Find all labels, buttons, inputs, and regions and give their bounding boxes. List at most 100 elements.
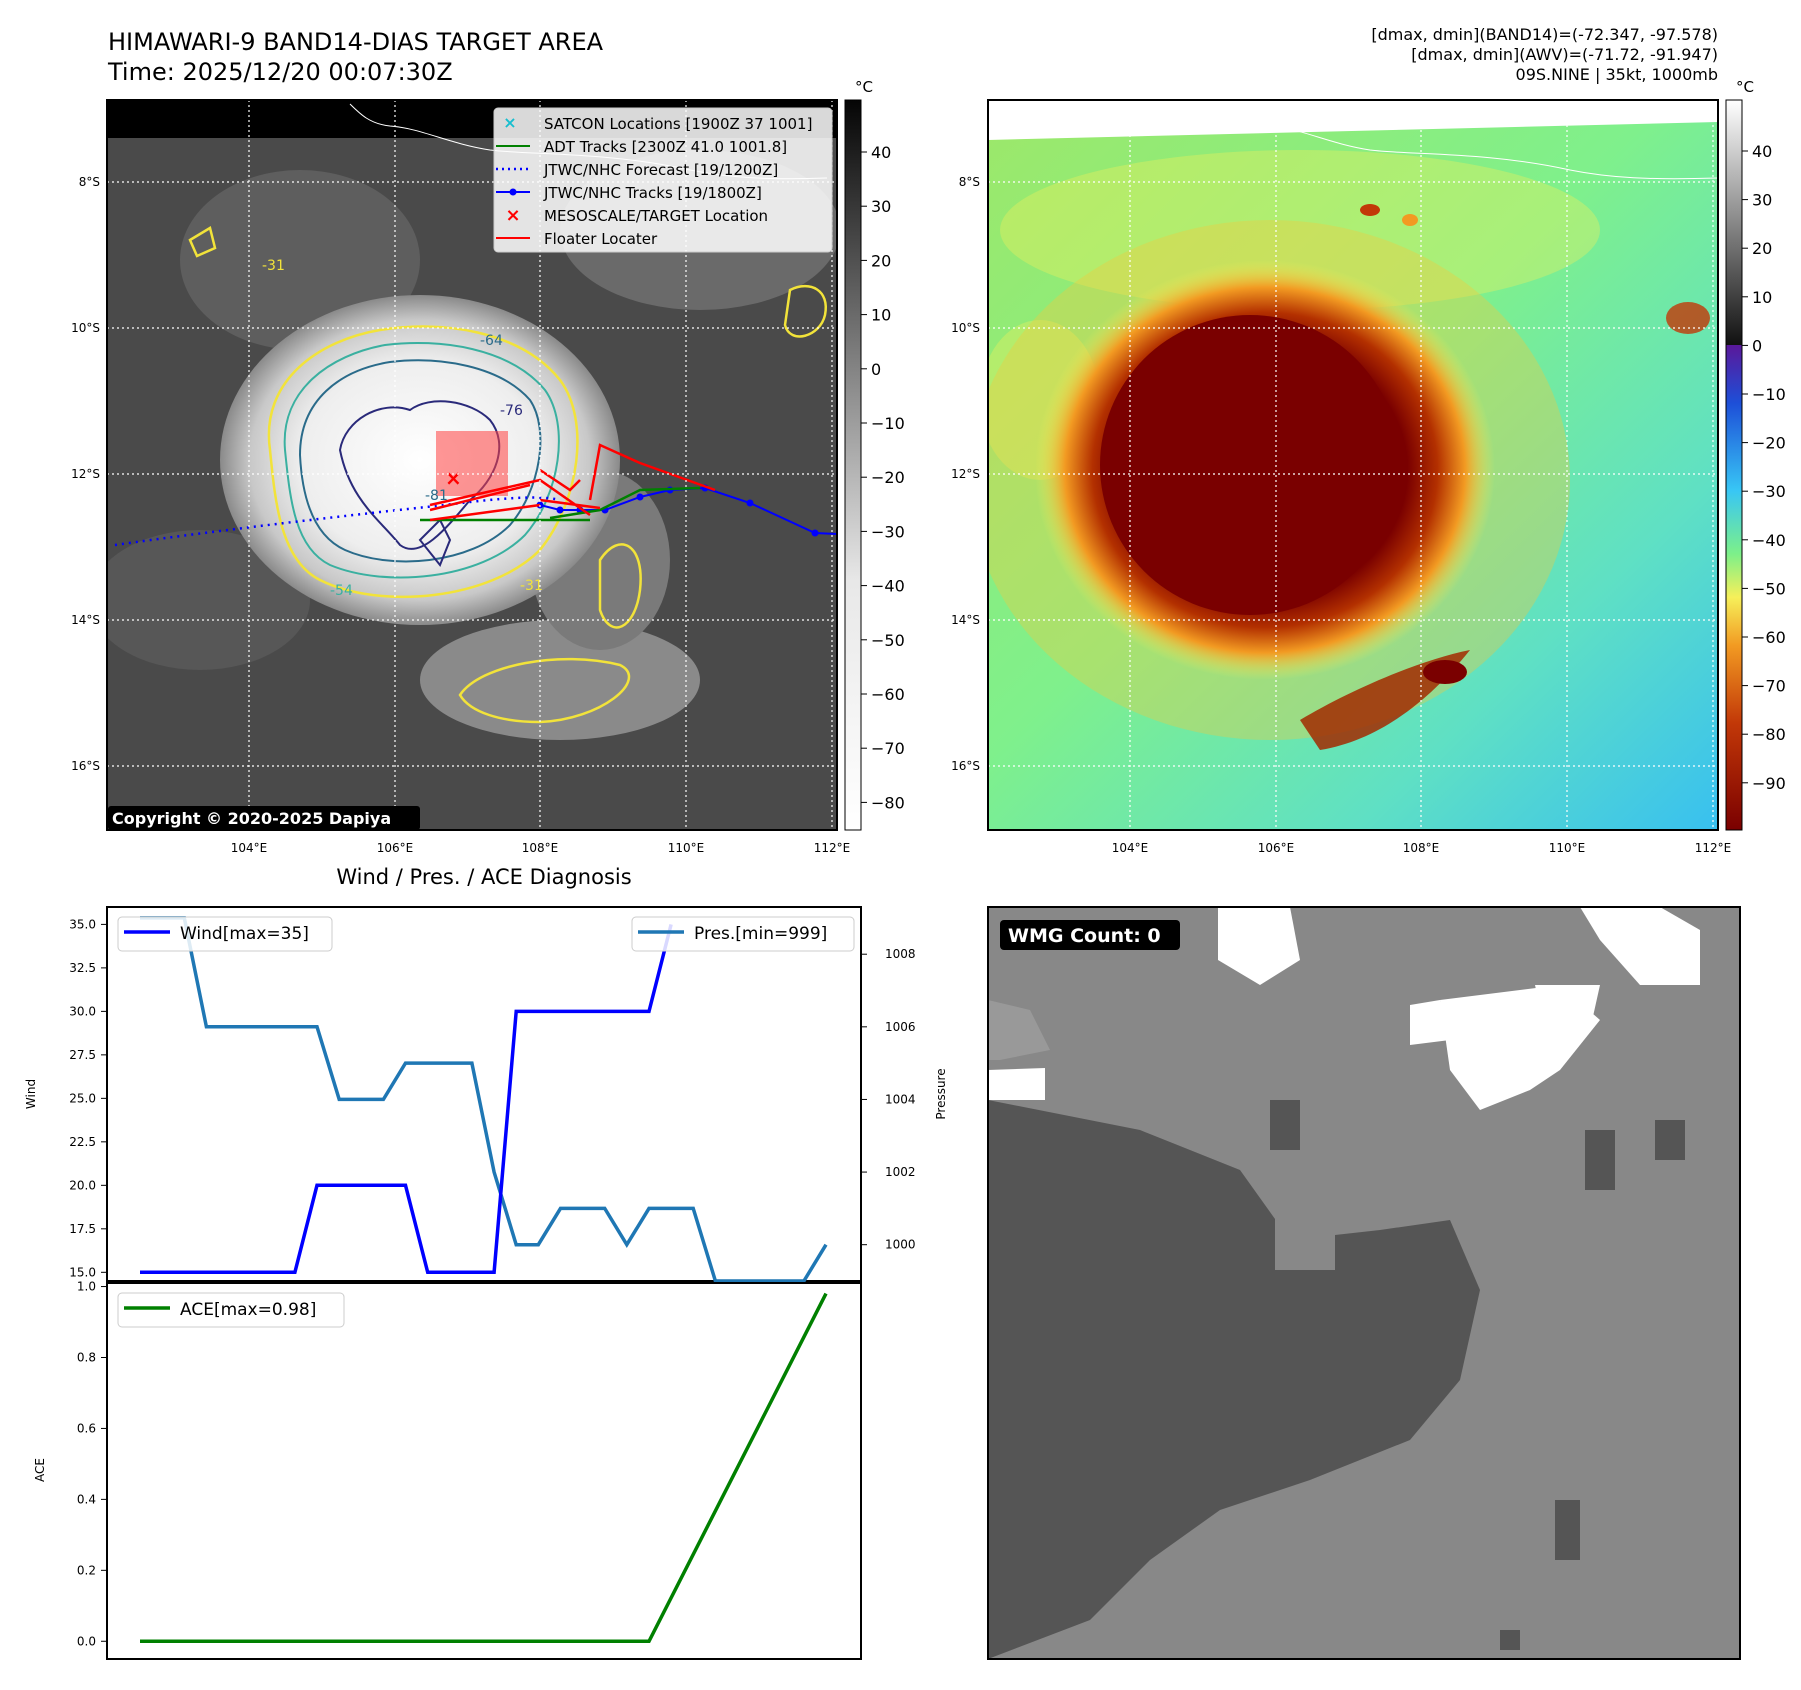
wind-y-ticks: 35.0 32.5 30.0 27.5 25.0 22.5 20.0 17.5 15.0: [69, 917, 107, 1279]
ir-colorbar-tick-label: −10: [871, 414, 905, 433]
wmg-count-badge: WMG Count: 0: [1000, 920, 1180, 950]
legend-item-jtwc-tracks: JTWC/NHC Tracks [19/1800Z]: [496, 184, 762, 202]
svg-text:-54: -54: [330, 583, 353, 599]
ace-y-tick-label: 0.4: [77, 1492, 96, 1506]
legend-label-satcon: SATCON Locations [1900Z 37 1001]: [544, 115, 812, 133]
ace-y-tick-label: 0.2: [77, 1563, 96, 1577]
awv-imagery: [988, 100, 1718, 830]
wmg-count-label: WMG Count: 0: [1008, 925, 1161, 947]
ir-lon-label-104e: 104°E: [231, 841, 268, 855]
awv-colorbar: °C 40 30 20 10 0 −10 −20 −30 −40 −50 −60 −70 −80 −90: [1725, 78, 1786, 831]
awv-colorbar-tick-label: −50: [1752, 579, 1786, 598]
wind-pressure-chart: 35.0 32.5 30.0 27.5 25.0 22.5 20.0 17.5 15.0 100…: [24, 906, 948, 1283]
ace-legend-label: ACE[max=0.98]: [180, 1300, 316, 1320]
awv-colorbar-tick-label: −70: [1752, 677, 1786, 696]
svg-text:×: ×: [505, 205, 520, 226]
legend-label-jtwc-tracks: JTWC/NHC Tracks [19/1800Z]: [543, 184, 762, 202]
svg-text:-64: -64: [480, 333, 503, 349]
ir-colorbar-tick-label: 20: [871, 251, 891, 270]
pressure-y-tick-label: 1004: [885, 1092, 916, 1106]
awv-lat-label-12s: 12°S: [951, 467, 980, 481]
wind-y-tick-label: 17.5: [69, 1222, 96, 1236]
wind-y-tick-label: 27.5: [69, 1048, 96, 1062]
awv-colorbar-ticks: 40 30 20 10 0 −10 −20 −30 −40 −50 −60 −70 −80 −90: [1742, 142, 1786, 793]
pressure-series-line: [140, 916, 828, 1283]
info-awv: [dmax, dmin](AWV)=(-71.72, -91.947): [1411, 45, 1718, 64]
awv-map-panel: 8°S 10°S 12°S 14°S 16°S 104°E 106°E 108°…: [951, 78, 1786, 855]
awv-colorbar-tick-label: −40: [1752, 531, 1786, 550]
awv-colorbar-tick-label: 40: [1752, 142, 1772, 161]
awv-colorbar-tick-label: −80: [1752, 725, 1786, 744]
copyright-badge: Copyright © 2020-2025 Dapiya: [108, 806, 420, 830]
ir-lat-label-8s: 8°S: [79, 175, 100, 189]
ir-colorbar: °C 40 30 20 10 0 −10 −20 −30 −40 −50 −60 −70 −80: [844, 78, 905, 831]
ir-lon-label-112e: 112°E: [814, 841, 851, 855]
ir-colorbar-tick-label: −70: [871, 739, 905, 758]
ir-colorbar-tick-label: 0: [871, 360, 881, 379]
ir-lon-label-108e: 108°E: [522, 841, 559, 855]
wind-axis-label: Wind: [24, 1079, 38, 1109]
wind-y-tick-label: 25.0: [69, 1091, 96, 1105]
ace-chart: 1.0 0.8 0.6 0.4 0.2 0.0 ACE ACE[max=0.98]: [33, 1280, 862, 1660]
ir-colorbar-tick-label: −50: [871, 631, 905, 650]
legend-label-adt: ADT Tracks [2300Z 41.0 1001.8]: [544, 138, 787, 156]
ir-colorbar-ticks: 40 30 20 10 0 −10 −20 −30 −40 −50 −60 −70 −80: [861, 143, 905, 812]
ir-colorbar-tick-label: 40: [871, 143, 891, 162]
ir-colorbar-tick-label: −20: [871, 468, 905, 487]
wind-y-tick-label: 15.0: [69, 1265, 96, 1279]
awv-colorbar-unit: °C: [1736, 78, 1754, 96]
legend-item-floater: Floater Locater: [496, 230, 658, 248]
ir-colorbar-tick-label: −30: [871, 522, 905, 541]
awv-lat-label-14s: 14°S: [951, 613, 980, 627]
pressure-y-tick-label: 1006: [885, 1020, 916, 1034]
ir-lat-label-12s: 12°S: [71, 467, 100, 481]
awv-colorbar-tick-label: −90: [1752, 774, 1786, 793]
awv-lon-label-106e: 106°E: [1258, 841, 1295, 855]
legend-label-floater: Floater Locater: [544, 230, 658, 248]
wind-series-line: [140, 923, 673, 1275]
pressure-legend-label: Pres.[min=999]: [694, 924, 827, 944]
awv-colorbar-tick-label: 0: [1752, 336, 1762, 355]
awv-colorbar-tick-label: −10: [1752, 385, 1786, 404]
copyright-text: Copyright © 2020-2025 Dapiya: [112, 809, 391, 828]
pressure-y-tick-label: 1008: [885, 947, 916, 961]
pressure-y-tick-label: 1000: [885, 1238, 916, 1252]
ace-y-tick-label: 0.8: [77, 1350, 96, 1364]
svg-text:×: ×: [445, 466, 462, 490]
ir-colorbar-tick-label: 30: [871, 197, 891, 216]
pressure-legend: Pres.[min=999]: [631, 916, 855, 952]
svg-text:×: ×: [503, 113, 516, 132]
wind-y-tick-label: 32.5: [69, 961, 96, 975]
svg-text:-31: -31: [520, 578, 543, 594]
ir-colorbar-tick-label: 10: [871, 306, 891, 325]
ir-lat-label-14s: 14°S: [71, 613, 100, 627]
legend-label-jtwc-forecast: JTWC/NHC Forecast [19/1200Z]: [543, 161, 778, 179]
ir-lat-label-16s: 16°S: [71, 759, 100, 773]
pressure-y-ticks: 1008 1006 1004 1002 1000: [861, 947, 916, 1252]
pressure-y-tick-label: 1002: [885, 1165, 916, 1179]
ir-colorbar-tick-label: −60: [871, 685, 905, 704]
wind-y-tick-label: 35.0: [69, 917, 96, 931]
awv-colorbar-tick-label: 20: [1752, 239, 1772, 258]
svg-text:-31: -31: [262, 258, 285, 274]
awv-lat-label-16s: 16°S: [951, 759, 980, 773]
awv-lon-label-112e: 112°E: [1695, 841, 1732, 855]
ir-colorbar-tick-label: −40: [871, 577, 905, 596]
awv-colorbar-tick-label: −60: [1752, 628, 1786, 647]
info-storm: 09S.NINE | 35kt, 1000mb: [1516, 65, 1718, 84]
ace-legend: ACE[max=0.98]: [117, 1292, 345, 1328]
ir-lat-label-10s: 10°S: [71, 321, 100, 335]
awv-lon-label-108e: 108°E: [1403, 841, 1440, 855]
figure-title: HIMAWARI-9 BAND14-DIAS TARGET AREA: [108, 28, 604, 56]
svg-text:-76: -76: [500, 403, 523, 419]
ir-legend: × SATCON Locations [1900Z 37 1001] ADT T…: [493, 107, 833, 253]
ir-map-panel: × -81 -64 -76 -54 -31 -31 8°S 10°S 12°: [71, 78, 905, 855]
legend-item-target: × MESOSCALE/TARGET Location: [505, 205, 768, 226]
ir-colorbar-unit: °C: [855, 78, 873, 96]
ace-y-ticks: 1.0 0.8 0.6 0.4 0.2 0.0: [77, 1280, 107, 1648]
wmg-imagery: [988, 907, 1740, 1659]
awv-lon-label-110e: 110°E: [1549, 841, 1586, 855]
info-band14: [dmax, dmin](BAND14)=(-72.347, -97.578): [1371, 25, 1718, 44]
legend-label-target: MESOSCALE/TARGET Location: [544, 207, 768, 225]
